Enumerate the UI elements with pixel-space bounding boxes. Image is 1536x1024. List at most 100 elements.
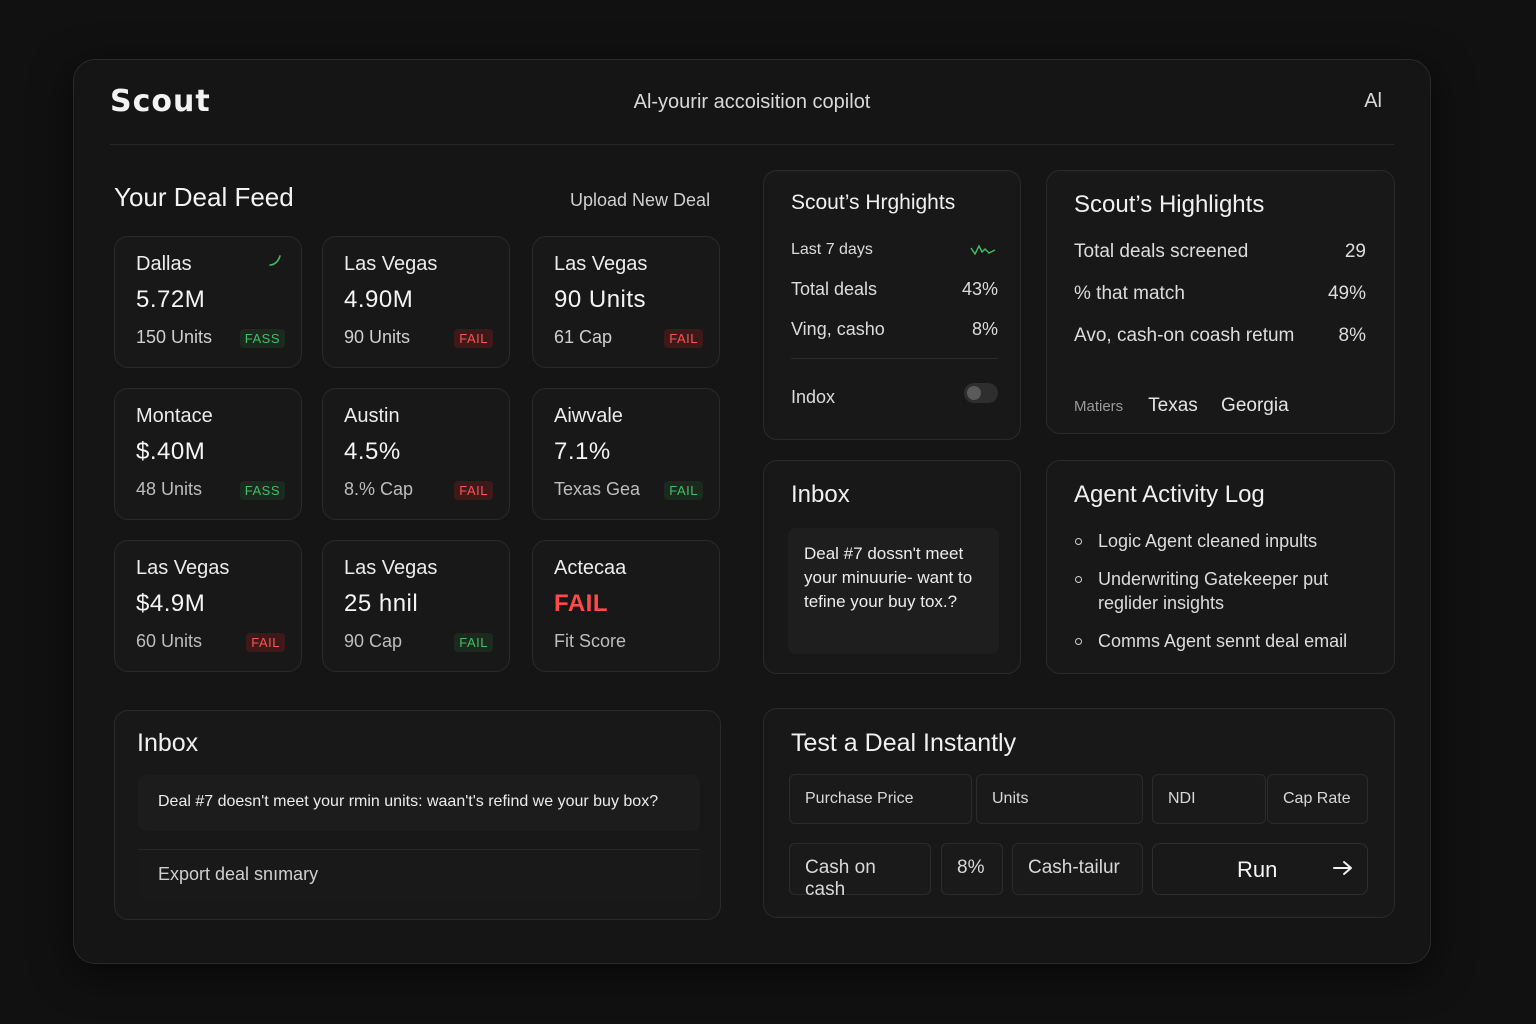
list-item: Comms Agent sennt deal email (1074, 629, 1374, 653)
period-row: Last 7 days (791, 241, 998, 259)
status-badge: FAIL (454, 633, 493, 652)
market-chip-texas[interactable]: Texas (1148, 395, 1198, 416)
deal-city: Dallas (136, 253, 192, 275)
export-deal-summary-button[interactable]: Export deal snımary (138, 849, 700, 901)
market-chip-georgia[interactable]: Georgia (1221, 395, 1289, 416)
stat-row: Avo, cash-on coash retum 8% (1074, 325, 1366, 347)
deal-value: $4.9M (136, 590, 206, 617)
stat-label: Ving, casho (791, 319, 885, 339)
deal-card[interactable]: Las Vegas $4.9M 60 Units FAIL (114, 540, 302, 672)
stat-value: 49% (1327, 283, 1366, 304)
run-button[interactable]: Run (1152, 843, 1368, 895)
agent-activity-log: Agent Activity Log Logic Agent cleaned i… (1046, 460, 1395, 674)
status-badge: FAIL (664, 329, 703, 348)
purchase-price-field[interactable]: Purchase Price (789, 774, 972, 824)
inbox-message[interactable]: Deal #7 dossn't meet your minuurie- want… (788, 528, 999, 654)
check-icon (269, 255, 281, 266)
app-window: Scout Al-yourir accoisition copilot Al Y… (73, 59, 1431, 964)
inbox-card: Inbox Deal #7 doesn't meet your rmin uni… (114, 710, 721, 920)
stat-label: Avo, cash-on coash retum (1074, 325, 1295, 346)
deal-city: Aiwvale (554, 405, 623, 427)
deal-card[interactable]: Las Vegas 25 hnil 90 Cap FAIL (322, 540, 510, 672)
deal-card[interactable]: Dallas 5.72M 150 Units FASS (114, 236, 302, 368)
logo: Scout (110, 84, 211, 119)
markets-label: Matiers (1074, 398, 1124, 415)
ndi-field[interactable]: NDI (1152, 774, 1266, 824)
deal-city: Actecaa (554, 557, 627, 579)
status-badge: FASS (239, 481, 285, 500)
deal-card[interactable]: Aiwvale 7.1% Texas Gea FAIL (532, 388, 720, 520)
run-label: Run (1237, 857, 1278, 882)
stat-row: Total deals screened 29 (1074, 241, 1366, 263)
sparkline-icon (970, 244, 996, 256)
deal-value: 4.90M (344, 286, 414, 313)
deal-value: 7.1% (554, 438, 611, 465)
inbox-card-small: Inbox Deal #7 dossn't meet your minuurie… (763, 460, 1021, 674)
toggle-row: Indox (791, 387, 998, 408)
deal-card[interactable]: Montace $.40M 48 Units FASS (114, 388, 302, 520)
test-deal-card: Test a Deal Instantly Purchase Price Uni… (763, 708, 1395, 918)
deal-sub: 90 Cap (344, 631, 403, 651)
activity-log-title: Agent Activity Log (1074, 481, 1265, 508)
cash-on-cash-value[interactable]: 8% (941, 843, 1003, 895)
deal-value: 5.72M (136, 286, 206, 313)
deal-card[interactable]: Actecaa FAIL Fit Score (532, 540, 720, 672)
deal-city: Montace (136, 405, 213, 427)
header: Scout Al-yourir accoisition copilot Al (74, 60, 1430, 145)
arrow-right-icon (1333, 861, 1352, 875)
markets-row: Matiers Texas Georgia (1074, 395, 1307, 417)
stat-value: 29 (1344, 241, 1366, 262)
list-item: Underwriting Gatekeeper put reglider ins… (1074, 567, 1374, 615)
highlights-card-small: Scout’s Hrghights Last 7 days Total deal… (763, 170, 1021, 440)
inbox-message[interactable]: Deal #7 doesn't meet your rmin units: wa… (138, 775, 700, 831)
ai-button[interactable]: Al (1364, 90, 1382, 112)
stat-value: 8% (971, 319, 998, 339)
deal-value: FAIL (554, 590, 608, 617)
cash-on-cash-field[interactable]: Cash on cash (789, 843, 931, 900)
inbox-toggle[interactable] (964, 383, 998, 403)
deal-sub: 60 Units (136, 631, 203, 651)
status-badge: FAIL (454, 481, 493, 500)
activity-list: Logic Agent cleaned inpults Underwriting… (1074, 529, 1374, 653)
deal-city: Las Vegas (554, 253, 648, 275)
stat-row: % that match 49% (1074, 283, 1366, 305)
deal-value: 4.5% (344, 438, 401, 465)
inbox-title: Inbox (137, 729, 199, 757)
header-divider (110, 144, 1394, 145)
deal-value: 90 Units (554, 286, 647, 313)
deal-sub: 90 Units (344, 327, 411, 347)
inbox-title: Inbox (791, 481, 850, 508)
deal-value: 25 hnil (344, 590, 419, 617)
stat-row: Total deals 43% (791, 279, 998, 300)
deal-sub: 48 Units (136, 479, 203, 499)
upload-new-deal-button[interactable]: Upload New Deal (570, 190, 711, 210)
period-label: Last 7 days (791, 241, 873, 258)
deal-city: Las Vegas (344, 253, 438, 275)
deal-city: Austin (344, 405, 400, 427)
deal-card[interactable]: Las Vegas 4.90M 90 Units FAIL (322, 236, 510, 368)
stat-row: Ving, casho 8% (791, 319, 998, 340)
deal-card[interactable]: Austin 4.5% 8.% Cap FAIL (322, 388, 510, 520)
highlights-title: Scout’s Hrghights (791, 191, 956, 214)
deal-card[interactable]: Las Vegas 90 Units 61 Cap FAIL (532, 236, 720, 368)
status-badge: FASS (239, 329, 285, 348)
status-badge: FAIL (664, 481, 703, 500)
toggle-label: Indox (791, 387, 836, 407)
cash-tailur-field[interactable]: Cash-tailur (1012, 843, 1143, 895)
units-field[interactable]: Units (976, 774, 1143, 824)
deal-city: Las Vegas (136, 557, 230, 579)
test-deal-title: Test a Deal Instantly (791, 729, 1017, 757)
status-badge: FAIL (454, 329, 493, 348)
cap-rate-field[interactable]: Cap Rate (1267, 774, 1368, 824)
deal-sub: Fit Score (554, 631, 627, 651)
deal-sub: 61 Cap (554, 327, 613, 347)
highlights-title: Scout’s Highlights (1074, 191, 1265, 218)
deal-value: $.40M (136, 438, 206, 465)
tagline: Al-yourir accoisition copilot (633, 91, 871, 113)
deal-sub: 8.% Cap (344, 479, 414, 499)
deal-sub: 150 Units (136, 327, 213, 347)
deal-sub: Texas Gea (554, 479, 641, 499)
toggle-knob (967, 386, 981, 400)
stat-label: Total deals (791, 279, 878, 299)
highlights-card: Scout’s Highlights Total deals screened … (1046, 170, 1395, 434)
